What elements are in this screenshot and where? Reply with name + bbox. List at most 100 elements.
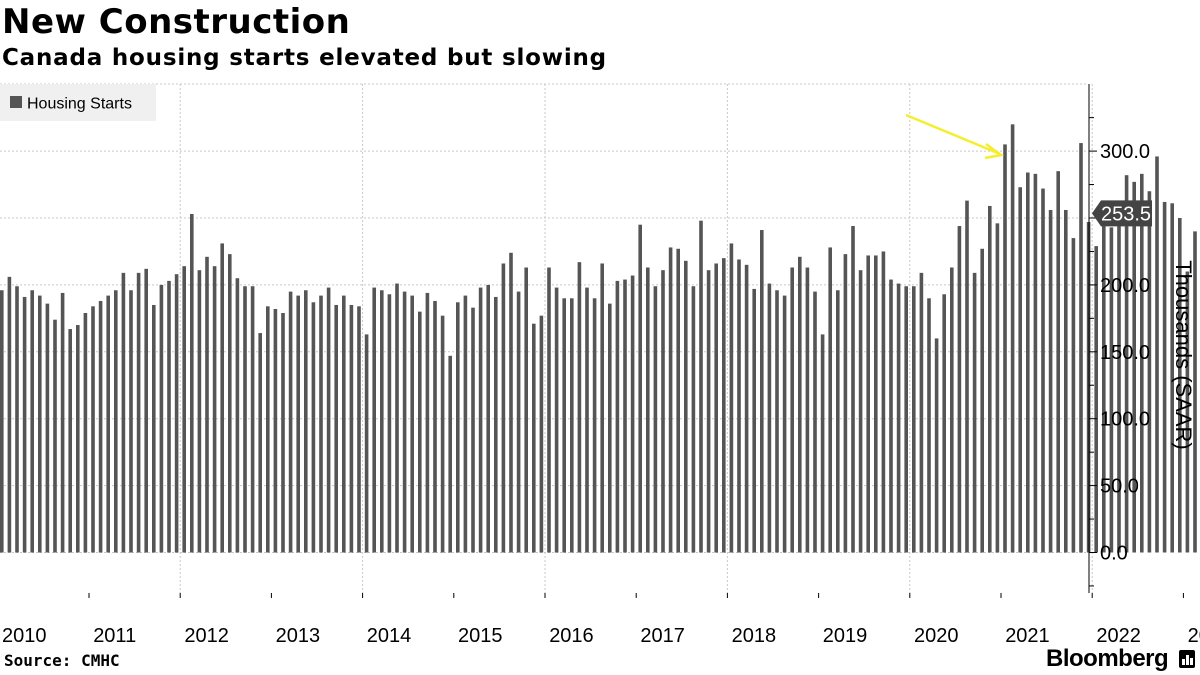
bar[interactable] bbox=[600, 263, 604, 553]
bar[interactable] bbox=[395, 283, 399, 553]
bar[interactable] bbox=[623, 279, 627, 553]
bar[interactable] bbox=[554, 287, 559, 553]
bar[interactable] bbox=[152, 304, 156, 553]
bar[interactable] bbox=[205, 256, 209, 553]
bar[interactable] bbox=[258, 333, 262, 553]
bar[interactable] bbox=[387, 294, 392, 553]
bar[interactable] bbox=[927, 298, 931, 553]
bar[interactable] bbox=[478, 287, 483, 553]
bar[interactable] bbox=[881, 251, 886, 553]
bar[interactable] bbox=[15, 286, 19, 553]
bar[interactable] bbox=[433, 300, 437, 553]
bar[interactable] bbox=[1193, 231, 1197, 553]
bar[interactable] bbox=[972, 272, 977, 553]
bar[interactable] bbox=[182, 266, 186, 553]
bar[interactable] bbox=[653, 286, 658, 553]
bar[interactable] bbox=[950, 267, 954, 553]
bar[interactable] bbox=[767, 283, 772, 553]
bar[interactable] bbox=[1010, 124, 1015, 553]
bar[interactable] bbox=[668, 247, 673, 553]
bar[interactable] bbox=[661, 270, 665, 553]
bar[interactable] bbox=[630, 275, 635, 553]
bar[interactable] bbox=[699, 220, 703, 553]
bar[interactable] bbox=[372, 287, 376, 553]
bar[interactable] bbox=[228, 254, 232, 553]
bar[interactable] bbox=[874, 255, 878, 553]
bar[interactable] bbox=[494, 296, 498, 553]
bar[interactable] bbox=[965, 200, 969, 553]
bar[interactable] bbox=[235, 278, 240, 553]
bar[interactable] bbox=[896, 283, 901, 553]
bar[interactable] bbox=[706, 270, 711, 553]
bar[interactable] bbox=[1064, 209, 1068, 553]
bar[interactable] bbox=[83, 313, 88, 553]
bar[interactable] bbox=[509, 252, 513, 553]
bar[interactable] bbox=[410, 295, 414, 553]
bar[interactable] bbox=[813, 291, 817, 553]
bar[interactable] bbox=[828, 247, 832, 553]
bar[interactable] bbox=[957, 226, 962, 553]
bar[interactable] bbox=[167, 280, 171, 553]
bar[interactable] bbox=[524, 267, 528, 553]
bar[interactable] bbox=[684, 260, 688, 553]
bar[interactable] bbox=[106, 295, 110, 553]
bar[interactable] bbox=[425, 292, 430, 553]
bar[interactable] bbox=[288, 291, 293, 553]
bar[interactable] bbox=[342, 295, 346, 553]
bar[interactable] bbox=[1140, 173, 1144, 553]
bar[interactable] bbox=[638, 224, 642, 553]
bar[interactable] bbox=[38, 295, 42, 553]
bar[interactable] bbox=[1033, 173, 1038, 553]
bar[interactable] bbox=[471, 307, 475, 553]
bar[interactable] bbox=[722, 258, 726, 553]
bar[interactable] bbox=[190, 213, 194, 553]
bar[interactable] bbox=[266, 306, 270, 553]
bar[interactable] bbox=[646, 267, 650, 553]
bar[interactable] bbox=[1155, 156, 1159, 553]
bar[interactable] bbox=[440, 315, 445, 553]
bar[interactable] bbox=[805, 267, 810, 553]
bar[interactable] bbox=[608, 303, 612, 553]
bar[interactable] bbox=[319, 295, 323, 553]
bar[interactable] bbox=[1147, 191, 1152, 553]
bar[interactable] bbox=[68, 329, 72, 553]
bar[interactable] bbox=[114, 290, 118, 553]
bar[interactable] bbox=[98, 300, 103, 553]
bar[interactable] bbox=[129, 290, 133, 553]
bar[interactable] bbox=[760, 230, 764, 553]
bar[interactable] bbox=[942, 294, 946, 553]
bar[interactable] bbox=[486, 284, 490, 553]
bar[interactable] bbox=[281, 313, 285, 553]
bar[interactable] bbox=[843, 254, 848, 553]
bar[interactable] bbox=[22, 296, 27, 553]
bar[interactable] bbox=[53, 319, 57, 553]
bar[interactable] bbox=[1132, 181, 1136, 553]
bar[interactable] bbox=[273, 308, 278, 553]
bar[interactable] bbox=[676, 248, 680, 553]
bar[interactable] bbox=[380, 290, 384, 553]
bar[interactable] bbox=[851, 226, 855, 553]
bar[interactable] bbox=[691, 286, 696, 553]
bar[interactable] bbox=[1124, 175, 1129, 553]
bar[interactable] bbox=[1003, 144, 1007, 553]
bar[interactable] bbox=[1056, 171, 1060, 553]
bar[interactable] bbox=[980, 248, 984, 553]
bar[interactable] bbox=[1026, 172, 1030, 553]
bar[interactable] bbox=[988, 205, 992, 553]
bar[interactable] bbox=[456, 302, 460, 553]
bar[interactable] bbox=[1094, 246, 1098, 553]
bar[interactable] bbox=[357, 306, 361, 553]
bar[interactable] bbox=[1109, 227, 1114, 553]
bar[interactable] bbox=[121, 272, 126, 553]
bar[interactable] bbox=[76, 325, 80, 553]
bar[interactable] bbox=[197, 270, 202, 553]
bar[interactable] bbox=[30, 290, 34, 553]
bar[interactable] bbox=[562, 298, 566, 553]
bar[interactable] bbox=[159, 284, 164, 553]
bar[interactable] bbox=[1170, 203, 1174, 553]
bar[interactable] bbox=[349, 304, 354, 553]
bar[interactable] bbox=[737, 259, 741, 553]
bar[interactable] bbox=[995, 223, 1000, 553]
bar[interactable] bbox=[866, 255, 870, 553]
bar[interactable] bbox=[516, 291, 521, 553]
